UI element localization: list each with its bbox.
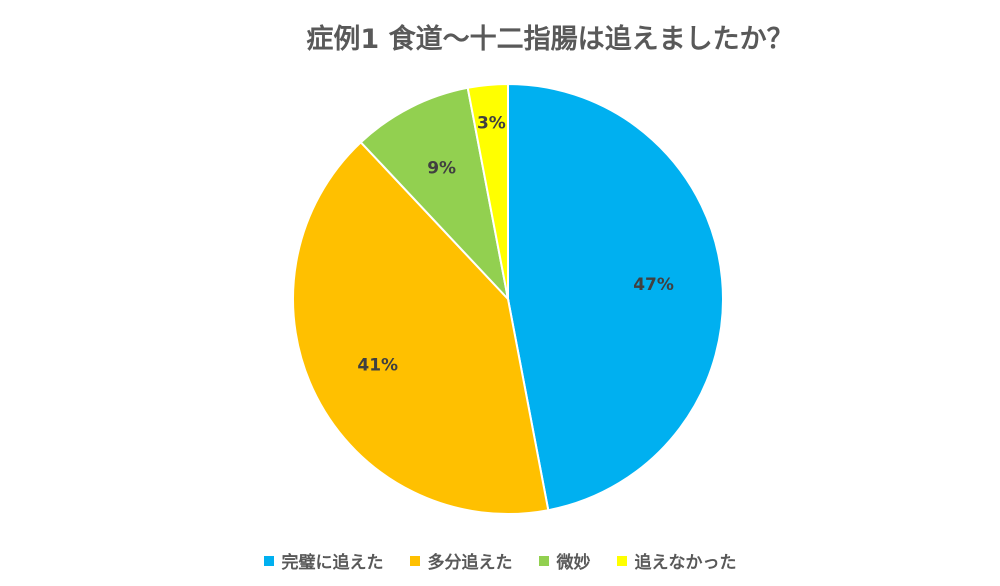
data-label: 3% [477, 113, 506, 133]
legend-item: 多分追えた [409, 548, 513, 573]
legend-item: 微妙 [538, 548, 591, 573]
pie-slice [292, 140, 550, 515]
chart-title: 症例1 食道～十二指腸は追えましたか？ [306, 23, 793, 55]
pie-slice [359, 86, 510, 303]
pie-slice [466, 82, 509, 300]
pie-slice [507, 82, 724, 512]
legend-label: 多分追えた [427, 553, 513, 573]
legend-label: 完璧に追えた [281, 553, 384, 573]
data-label: 9% [427, 159, 456, 179]
legend-swatch [616, 555, 627, 566]
legend-swatch [263, 555, 274, 566]
legend-label: 追えなかった [634, 553, 737, 573]
legend-label: 微妙 [556, 553, 591, 573]
legend-swatch [538, 555, 549, 566]
data-label: 47% [633, 275, 674, 295]
legend-item: 完璧に追えた [263, 548, 384, 573]
legend: 完璧に追えた 多分追えた 微妙 追えなかった [0, 548, 1000, 573]
legend-swatch [409, 555, 420, 566]
legend-item: 追えなかった [616, 548, 737, 573]
data-label: 41% [357, 355, 398, 375]
